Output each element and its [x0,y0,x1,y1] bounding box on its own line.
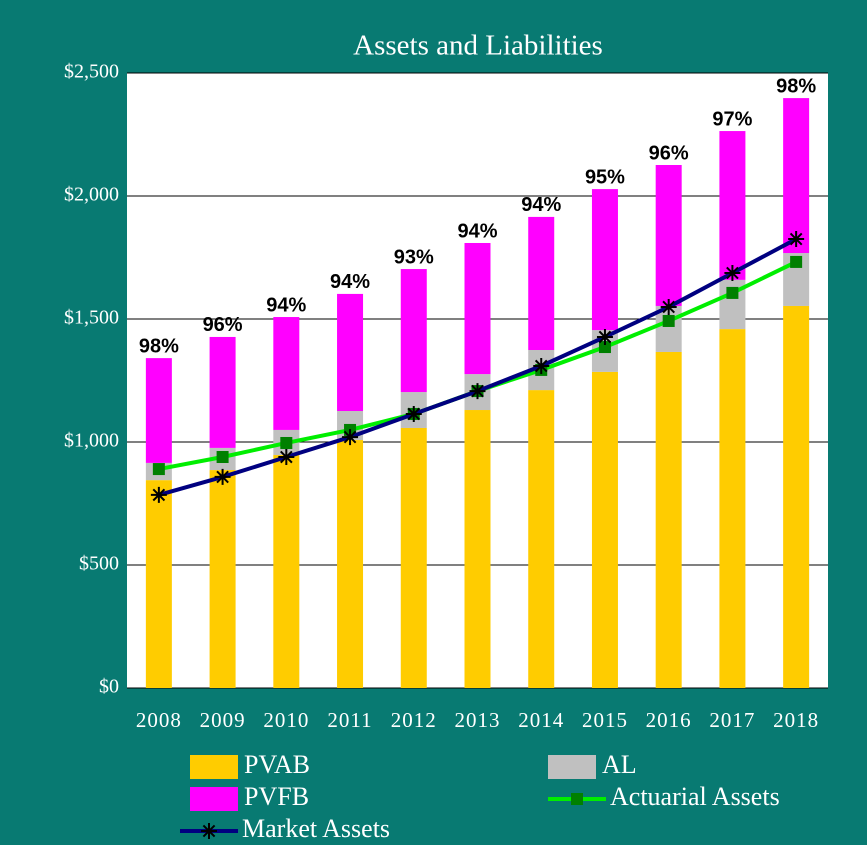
x-tick-label: 2017 [709,708,755,732]
legend-swatch [190,787,238,811]
x-tick-label: 2012 [391,708,437,732]
bar-segment [591,189,618,331]
bar-segment [273,317,300,430]
legend-marker [571,793,583,805]
legend-label: AL [602,750,637,779]
bar-segment [400,427,427,688]
data-label: 98% [139,335,179,357]
legend-label: Market Assets [242,814,390,843]
y-tick-label: $1,000 [64,430,119,452]
bar-segment [719,131,746,280]
data-label: 94% [521,194,561,216]
bar-segment [655,165,682,306]
marker [405,405,422,422]
marker [790,255,803,268]
legend-swatch [190,755,238,779]
bar-segment [464,242,491,375]
y-tick-label: $2,500 [64,61,119,83]
data-label: 94% [457,220,497,242]
marker [469,383,486,400]
bar-segment [145,358,172,463]
bar-segment [464,410,491,688]
marker [598,341,611,354]
marker [278,449,295,466]
y-tick-label: $1,500 [64,307,119,329]
bar-segment [783,98,810,254]
marker [533,357,550,374]
marker [216,451,229,464]
x-tick-label: 2008 [136,708,182,732]
data-label: 98% [776,75,816,97]
y-tick-label: $500 [79,553,119,575]
marker [662,314,675,327]
marker [152,463,165,476]
data-label: 94% [266,294,306,316]
data-label: 95% [585,166,625,188]
data-label: 96% [203,314,243,336]
bar-segment [209,336,236,448]
legend-marker [201,823,217,839]
x-tick-label: 2016 [646,708,692,732]
x-tick-label: 2013 [455,708,501,732]
bar-segment [145,480,172,688]
x-tick-label: 2018 [773,708,819,732]
marker [150,486,167,503]
marker [280,436,293,449]
marker [596,328,613,345]
data-label: 93% [394,246,434,268]
x-tick-label: 2010 [263,708,309,732]
bar-segment [528,390,555,688]
x-tick-label: 2014 [518,708,564,732]
bar-segment [209,470,236,688]
legend-label: PVAB [244,750,310,779]
x-tick-label: 2009 [200,708,246,732]
chart-title: Assets and Liabilities [353,30,603,62]
marker [342,429,359,446]
y-tick-label: $2,000 [64,184,119,206]
bar-segment [337,440,364,688]
x-tick-label: 2015 [582,708,628,732]
bar-segment [400,269,427,393]
legend-swatch [548,755,596,779]
legend-label: Actuarial Assets [610,782,780,811]
bar-segment [655,351,682,688]
data-label: 94% [330,271,370,293]
x-tick-label: 2011 [327,708,372,732]
y-tick-label: $0 [99,676,119,698]
bar-segment [719,329,746,688]
marker [726,286,739,299]
data-label: 96% [649,142,689,164]
data-label: 97% [712,108,752,130]
bar-segment [591,371,618,688]
marker [724,264,741,281]
bar-segment [337,293,364,412]
marker [660,298,677,315]
bar-segment [273,455,300,688]
legend-label: PVFB [244,782,309,811]
marker [214,468,231,485]
marker [788,231,805,248]
bar-segment [528,216,555,350]
bar-segment [783,305,810,688]
